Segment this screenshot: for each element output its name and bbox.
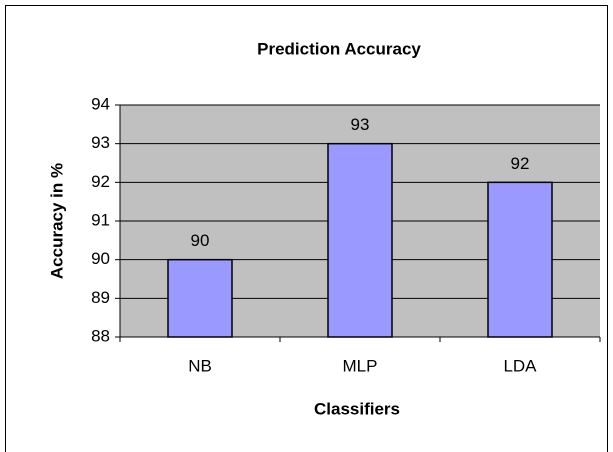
data-label: 90 [191, 231, 210, 250]
data-label: 93 [351, 115, 370, 134]
y-tick-label: 92 [91, 172, 110, 191]
chart-title: Prediction Accuracy [257, 39, 421, 58]
y-tick-label: 94 [91, 94, 110, 113]
x-tick-label: MLP [343, 356, 378, 375]
y-tick-label: 90 [91, 249, 110, 268]
x-axis-label: Classifiers [314, 399, 400, 418]
bar [167, 258, 233, 338]
x-tick-label: LDA [503, 356, 537, 375]
y-tick-label: 89 [91, 288, 110, 307]
y-tick-label: 88 [91, 326, 110, 345]
bar [487, 181, 553, 338]
y-tick-label: 91 [91, 210, 110, 229]
y-axis-label: Accuracy in % [47, 163, 66, 279]
y-tick-label: 93 [91, 133, 110, 152]
bar [327, 142, 393, 338]
data-label: 92 [511, 154, 530, 173]
x-tick-label: NB [188, 356, 212, 375]
